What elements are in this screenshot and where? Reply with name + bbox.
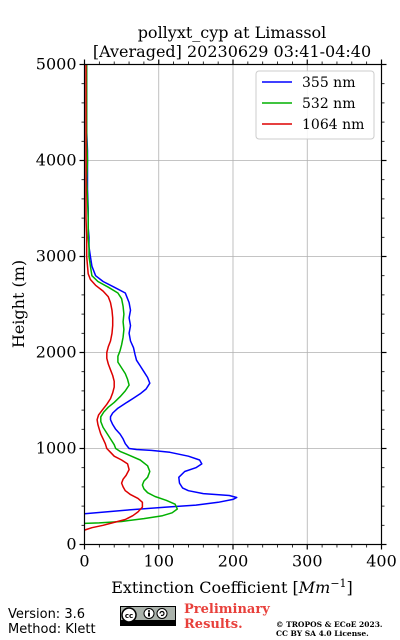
- x-axis-label: Extinction Coefficient [Mm−1]: [111, 577, 353, 597]
- version-text: Version: 3.6: [8, 607, 85, 622]
- x-tick-label: 200: [218, 552, 249, 571]
- method-text: Method: Klett: [8, 622, 96, 637]
- svg-text:cc: cc: [125, 612, 133, 620]
- preliminary-line1: Preliminary: [184, 602, 270, 617]
- y-tick-label: 0: [66, 535, 76, 554]
- series-line-532-nm: [84, 64, 179, 525]
- series-line-355-nm: [84, 64, 238, 515]
- preliminary-results-notice: Preliminary Results.: [184, 602, 270, 632]
- plot-frame: [83, 63, 383, 546]
- x-tick-label: 400: [366, 552, 397, 571]
- legend-label-1064-nm: 1064 nm: [302, 117, 364, 133]
- legend-label-355-nm: 355 nm: [302, 75, 355, 91]
- y-axis-label: Height (m): [9, 260, 28, 348]
- preliminary-line2: Results.: [184, 617, 243, 632]
- y-tick-label: 1000: [36, 439, 77, 458]
- y-tick-label: 2000: [36, 343, 77, 362]
- y-tick-label: 3000: [36, 247, 77, 266]
- x-tick-label: 300: [292, 552, 323, 571]
- copyright-line1: © TROPOS & ECoE 2023.: [276, 620, 383, 629]
- y-tick-label: 4000: [36, 151, 77, 170]
- copyright-notice: © TROPOS & ECoE 2023. CC BY SA 4.0 Licen…: [276, 620, 383, 638]
- chart-title-line1: pollyxt_cyp at Limassol: [138, 23, 327, 42]
- y-tick-labels: 0 1000 2000 3000 4000 5000: [36, 55, 77, 554]
- x-tick-label: 100: [143, 552, 174, 571]
- x-tick-label: 0: [79, 552, 89, 571]
- legend-box: [255, 70, 375, 140]
- legend: 355 nm 532 nm 1064 nm: [255, 70, 375, 140]
- legend-label-532-nm: 532 nm: [302, 96, 355, 112]
- cc-by-sa-badge-icon: cc: [120, 606, 176, 626]
- x-tick-labels: 0 100 200 300 400: [79, 552, 396, 571]
- y-tick-label: 5000: [36, 55, 77, 74]
- chart: pollyxt_cyp at Limassol [Averaged] 20230…: [9, 23, 397, 597]
- chart-title-line2: [Averaged] 20230629 03:41-04:40: [93, 42, 371, 61]
- series-line-1064-nm: [84, 64, 144, 531]
- series-layer: [84, 64, 238, 531]
- copyright-line2: CC BY SA 4.0 License.: [276, 629, 369, 638]
